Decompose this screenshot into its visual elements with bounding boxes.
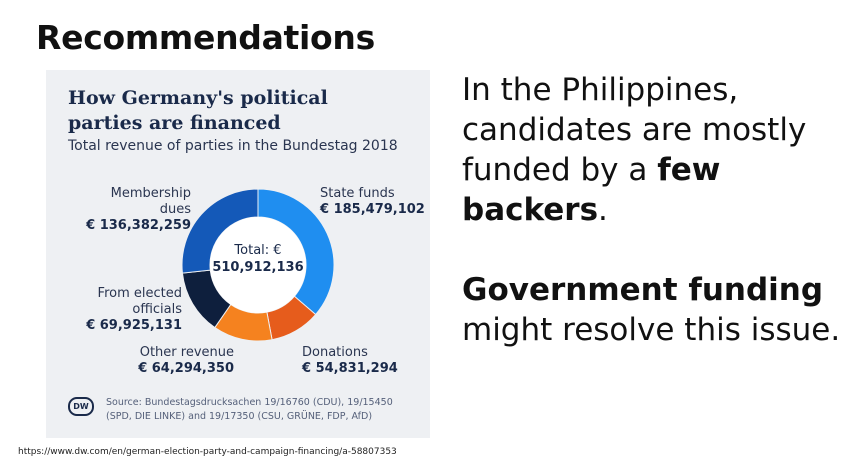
slice-value-donations: € 54,831,294 bbox=[302, 361, 398, 376]
label-donations: Donations € 54,831,294 bbox=[302, 345, 398, 377]
p1-text: In the Philippines, candidates are mostl… bbox=[462, 72, 807, 188]
donut-total: Total: € 510,912,136 bbox=[208, 242, 308, 276]
slice-value-membership-dues: € 136,382,259 bbox=[86, 218, 191, 233]
label-other-revenue: Other revenue € 64,294,350 bbox=[134, 345, 234, 377]
dw-logo: DW bbox=[68, 397, 94, 416]
paragraph-1: In the Philippines, candidates are mostl… bbox=[462, 70, 852, 230]
p2-text: might resolve this issue. bbox=[462, 312, 841, 348]
chart-source: Source: Bundestagsdrucksachen 19/16760 (… bbox=[106, 397, 393, 422]
label-state-funds: State funds € 185,479,102 bbox=[320, 186, 425, 218]
total-value: 510,912,136 bbox=[212, 260, 304, 275]
label-elected-officials: From elected officials € 69,925,131 bbox=[86, 286, 182, 334]
slice-value-state-funds: € 185,479,102 bbox=[320, 202, 425, 217]
donut-hole bbox=[210, 217, 306, 313]
source-url: https://www.dw.com/en/german-election-pa… bbox=[18, 447, 397, 457]
chart-title: How Germany's political parties are fina… bbox=[68, 87, 328, 134]
slice-label-membership-dues: Membership dues bbox=[110, 186, 191, 217]
chart-subtitle: Total revenue of parties in the Bundesta… bbox=[68, 138, 398, 154]
paragraph-2: Government funding might resolve this is… bbox=[462, 270, 852, 350]
slice-value-other-revenue: € 64,294,350 bbox=[138, 361, 234, 376]
slide-title: Recommendations bbox=[36, 18, 375, 57]
p2-bold: Government funding bbox=[462, 272, 824, 308]
p1-bold: few backers bbox=[462, 152, 721, 228]
slice-value-elected-officials: € 69,925,131 bbox=[86, 318, 182, 333]
chart-card: How Germany's political parties are fina… bbox=[46, 70, 430, 438]
slice-label-state-funds: State funds bbox=[320, 186, 395, 201]
p1-end: . bbox=[598, 192, 608, 228]
body-text: In the Philippines, candidates are mostl… bbox=[462, 70, 852, 350]
label-membership-dues: Membership dues € 136,382,259 bbox=[81, 186, 191, 234]
slice-label-elected-officials: From elected officials bbox=[97, 286, 182, 317]
paragraph-gap bbox=[462, 230, 852, 270]
slice-label-other-revenue: Other revenue bbox=[139, 345, 234, 360]
slice-label-donations: Donations bbox=[302, 345, 368, 360]
donut-chart bbox=[181, 188, 335, 342]
total-label: Total: € bbox=[234, 243, 282, 258]
